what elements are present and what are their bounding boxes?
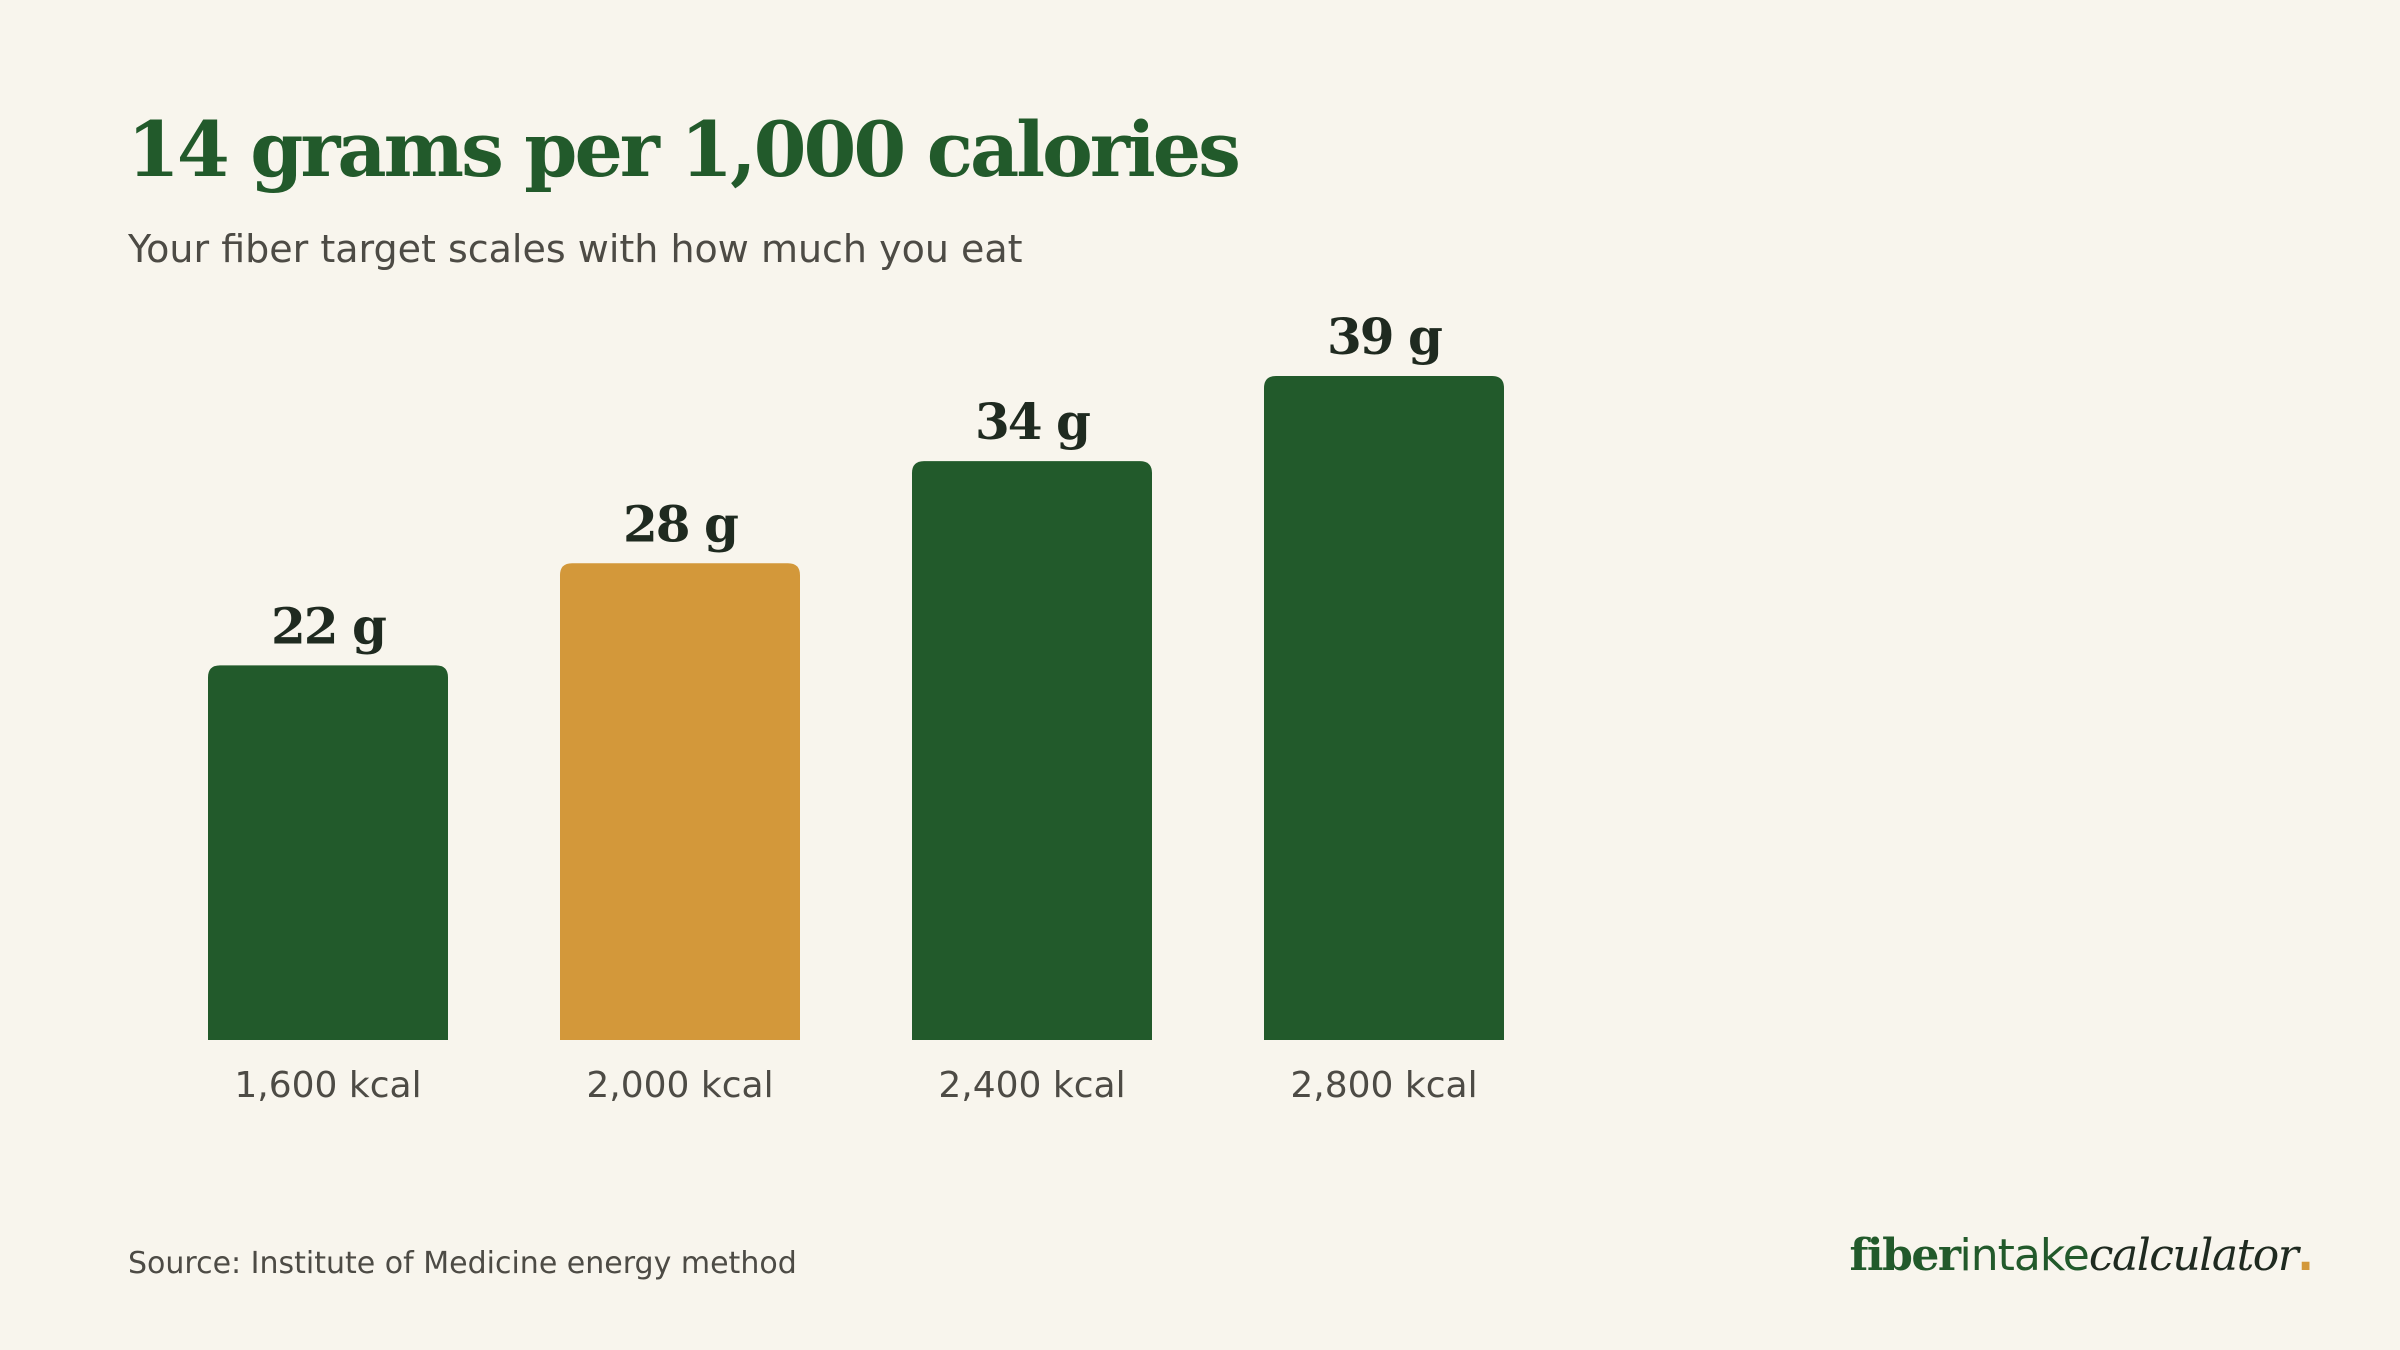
chart-subtitle: Your fiber target scales with how much y… [128, 227, 1023, 271]
category-label: 1,600 kcal [234, 1065, 421, 1106]
source-note: Source: Institute of Medicine energy met… [128, 1246, 797, 1281]
bar-1 [208, 665, 448, 1040]
bar-value-label: 39 g [1327, 307, 1442, 366]
bar-4 [1264, 376, 1504, 1040]
bar-value-label: 22 g [271, 596, 386, 655]
bar-2 [560, 563, 800, 1040]
chart-title: 14 grams per 1,000 calories [127, 105, 1241, 194]
category-label: 2,800 kcal [1290, 1065, 1477, 1106]
brand-logo: fiberintakecalculator. [1849, 1234, 2314, 1278]
brand-logo-dot: . [2297, 1230, 2314, 1281]
brand-logo-part-fiber: fiber [1849, 1230, 1961, 1281]
category-label: 2,400 kcal [938, 1065, 1125, 1106]
brand-logo-part-intake: intake [1959, 1230, 2090, 1281]
bar-3 [912, 461, 1152, 1041]
bar-value-label: 34 g [975, 392, 1090, 451]
category-label: 2,000 kcal [586, 1065, 773, 1106]
bar-value-label: 28 g [623, 494, 738, 553]
brand-logo-part-calculator: calculator [2088, 1230, 2299, 1281]
